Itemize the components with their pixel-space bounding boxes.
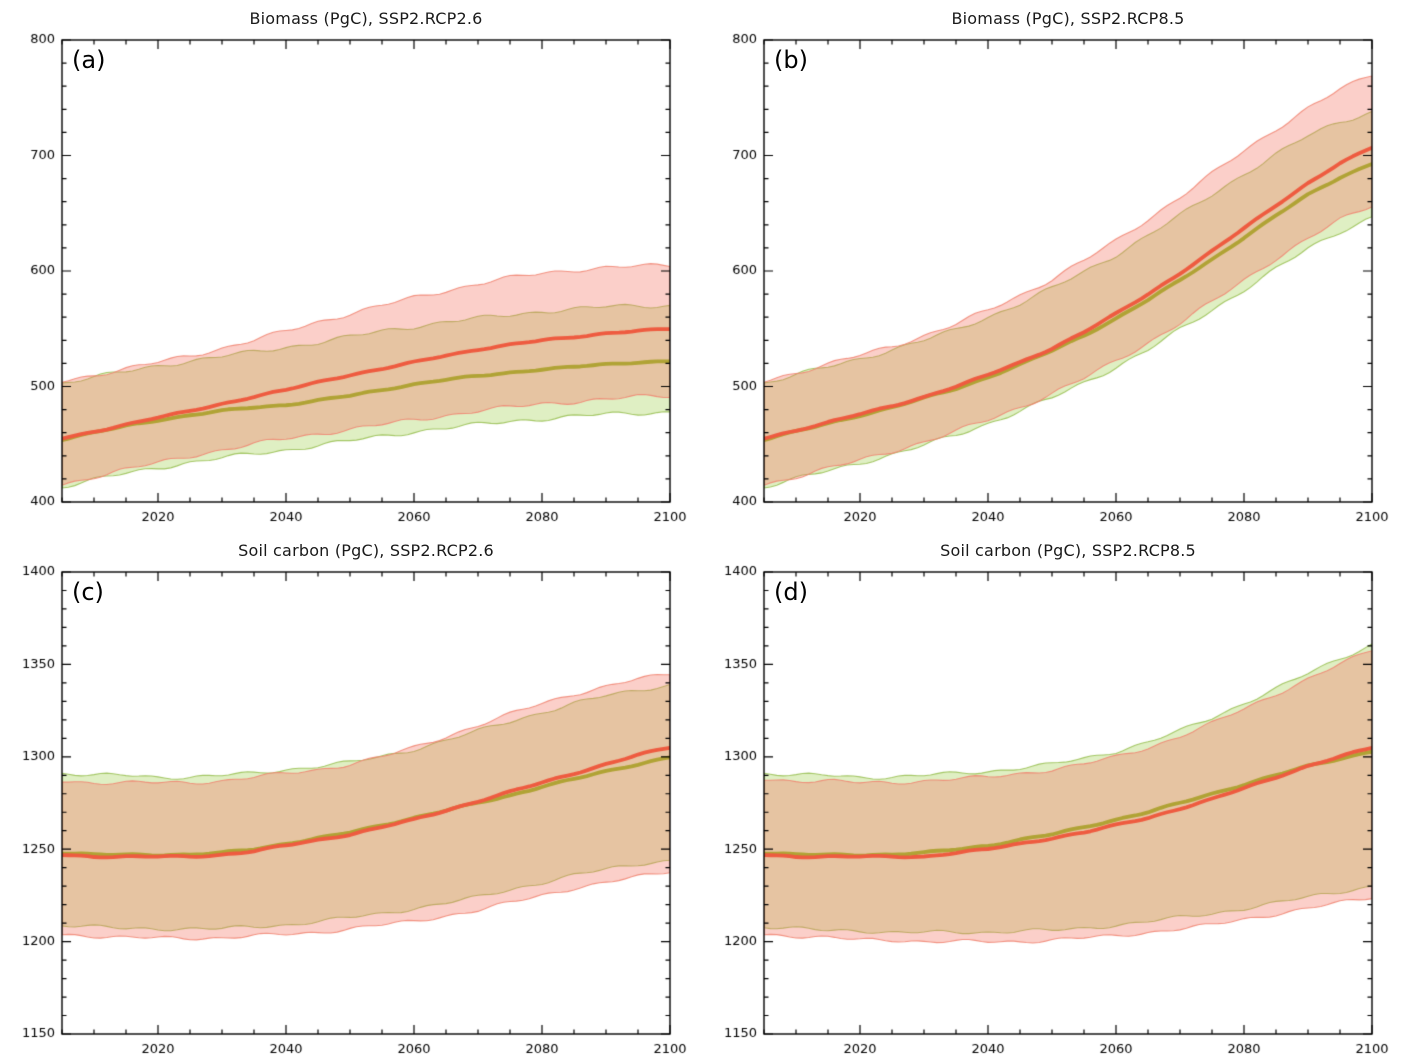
- panel-letter: (a): [72, 46, 106, 74]
- panel-biomass-rcp85: Biomass (PgC), SSP2.RCP8.5 (b): [702, 0, 1404, 532]
- panel-title: Soil carbon (PgC), SSP2.RCP2.6: [238, 541, 494, 560]
- panel-biomass-rcp85-canvas: [702, 0, 1404, 532]
- panel-soil-rcp85-canvas: [702, 532, 1404, 1064]
- panel-biomass-rcp26-canvas: [0, 0, 702, 532]
- panel-letter: (d): [774, 578, 808, 606]
- panel-soil-rcp26-canvas: [0, 532, 702, 1064]
- panel-letter: (b): [774, 46, 808, 74]
- panel-biomass-rcp26: Biomass (PgC), SSP2.RCP2.6 (a): [0, 0, 702, 532]
- panel-title: Biomass (PgC), SSP2.RCP2.6: [249, 9, 483, 28]
- panel-letter: (c): [72, 578, 104, 606]
- panel-title: Biomass (PgC), SSP2.RCP8.5: [951, 9, 1185, 28]
- panel-soil-rcp85: Soil carbon (PgC), SSP2.RCP8.5 (d): [702, 532, 1404, 1064]
- panel-title: Soil carbon (PgC), SSP2.RCP8.5: [940, 541, 1196, 560]
- panel-soil-rcp26: Soil carbon (PgC), SSP2.RCP2.6 (c): [0, 532, 702, 1064]
